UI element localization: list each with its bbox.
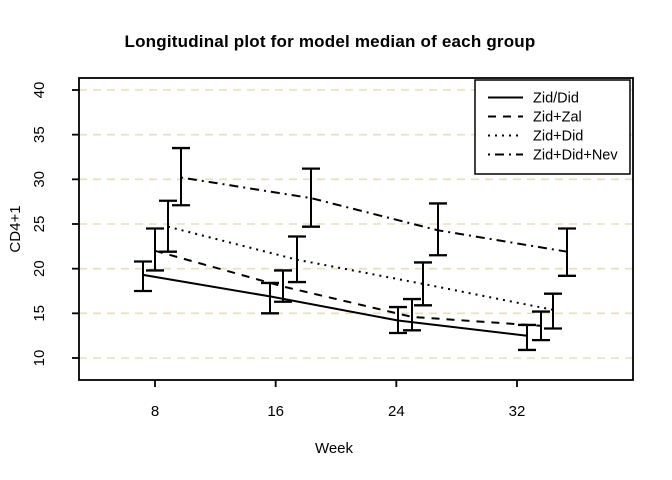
x-tick-label: 16 [267, 403, 284, 420]
series-line-zid-zal [154, 249, 542, 327]
y-tick-label: 20 [31, 260, 48, 277]
legend-label: Zid+Did+Nev [533, 148, 618, 164]
legend-label: Zid+Did [533, 129, 583, 145]
legend-box [474, 79, 631, 175]
series-line-zid-did [167, 225, 554, 311]
x-tick-label: 8 [151, 403, 159, 420]
y-tick-label: 15 [31, 305, 48, 322]
x-axis-title: Week [314, 440, 354, 457]
y-tick-label: 30 [31, 171, 48, 188]
y-tick-label: 35 [31, 126, 48, 143]
y-tick-label: 25 [31, 216, 48, 233]
y-tick-label: 40 [31, 82, 48, 99]
x-tick-label: 24 [388, 403, 405, 420]
legend-label: Zid/Did [533, 91, 579, 107]
chart-title: Longitudinal plot for model median of ea… [124, 32, 536, 51]
legend-label: Zid+Zal [533, 110, 582, 126]
plot-border [78, 77, 634, 381]
y-tick-label: 10 [31, 350, 48, 367]
series-line-zid-did [142, 273, 528, 337]
x-tick-label: 32 [509, 403, 526, 420]
series-line-zid-did-nev [180, 176, 568, 253]
